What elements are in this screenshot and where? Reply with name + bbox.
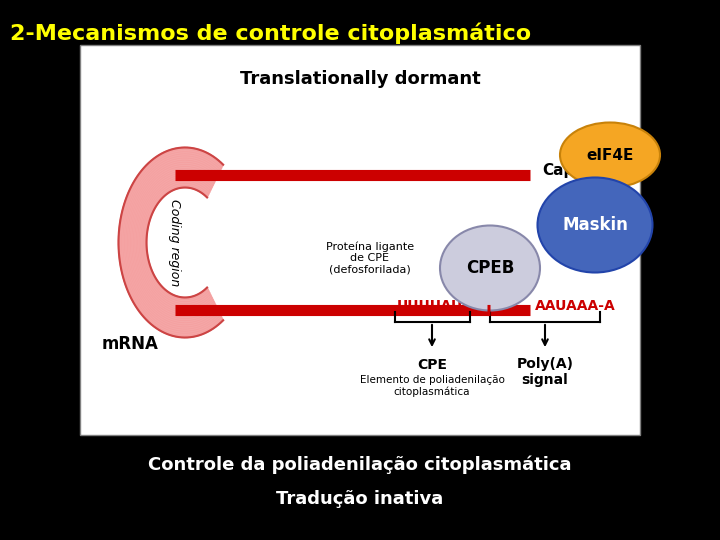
- Text: Controle da poliadenilação citoplasmática: Controle da poliadenilação citoplasmátic…: [148, 455, 572, 474]
- Text: Maskin: Maskin: [562, 216, 628, 234]
- Ellipse shape: [560, 123, 660, 187]
- Ellipse shape: [440, 226, 540, 310]
- Text: Poly(A)
signal: Poly(A) signal: [516, 357, 574, 387]
- Text: Proteína ligante
de CPE
(defosforilada): Proteína ligante de CPE (defosforilada): [326, 241, 414, 275]
- Text: Cap: Cap: [542, 163, 575, 178]
- Text: AAUAAA-A: AAUAAA-A: [535, 299, 616, 313]
- FancyBboxPatch shape: [80, 45, 640, 435]
- Text: eIF4E: eIF4E: [586, 147, 634, 163]
- Text: Tradução inativa: Tradução inativa: [276, 490, 444, 508]
- Text: 2-Mecanismos de controle citoplasmático: 2-Mecanismos de controle citoplasmático: [10, 22, 531, 44]
- Text: UUUUAU: UUUUAU: [397, 299, 463, 313]
- Text: Coding region: Coding region: [168, 199, 181, 286]
- Text: CPEB: CPEB: [466, 259, 514, 277]
- Text: Translationally dormant: Translationally dormant: [240, 70, 480, 88]
- Polygon shape: [119, 147, 223, 338]
- Text: Elemento de poliadenilação
citoplasmática: Elemento de poliadenilação citoplasmátic…: [359, 375, 505, 397]
- Text: CPE: CPE: [417, 358, 447, 372]
- Text: mRNA: mRNA: [102, 335, 158, 353]
- Ellipse shape: [538, 178, 652, 273]
